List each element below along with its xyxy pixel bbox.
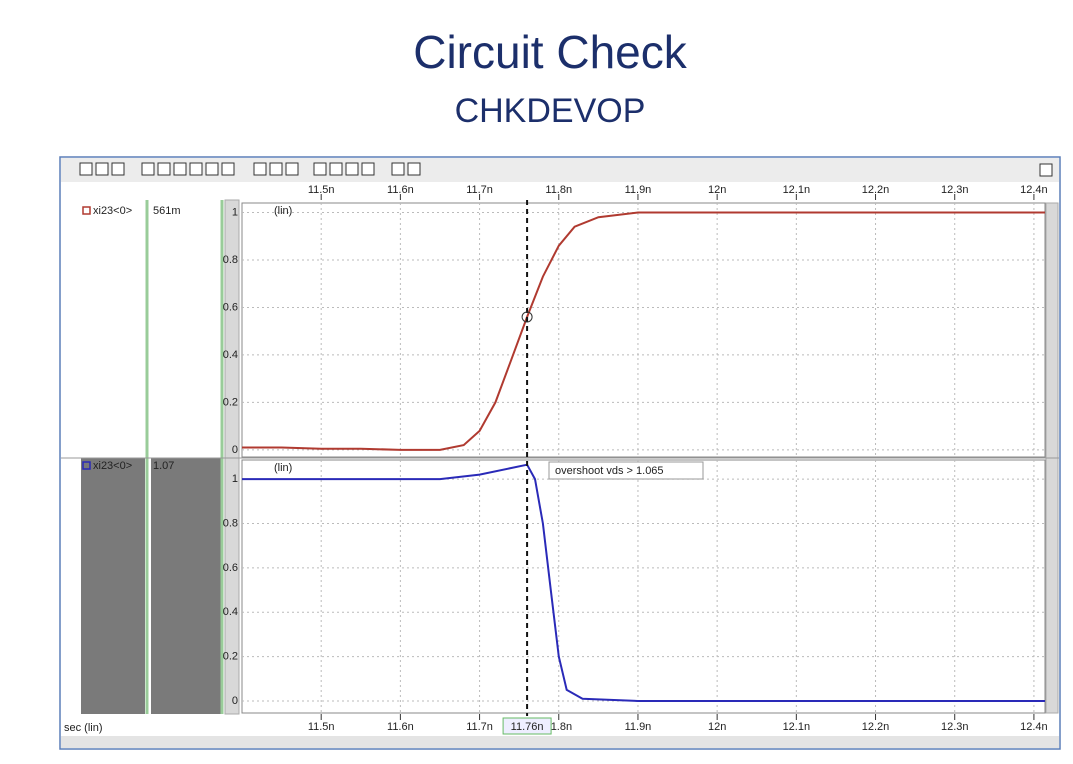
toolbar-icons[interactable]	[79, 162, 1053, 177]
x-tick-label: 11.9n	[625, 721, 652, 733]
x-tick-label: 12n	[708, 184, 726, 196]
legend-swatch	[82, 206, 91, 215]
x-tick-label: 12.4n	[1020, 184, 1048, 196]
x-tick-label: 12.3n	[941, 184, 969, 196]
annotation: overshoot vds > 1.065	[555, 465, 664, 477]
y-tick-label: 0	[232, 695, 238, 707]
y-tick-label: 0.4	[223, 349, 238, 361]
y-tick-label: 1	[232, 206, 238, 218]
y-tick-label: 1	[232, 473, 238, 485]
y-tick-label: 0.2	[223, 651, 238, 663]
plot-area	[241, 202, 1046, 458]
x-tick-label: 11.7n	[466, 184, 493, 196]
slide-subtitle: CHKDEVOP	[455, 92, 646, 130]
x-tick-label: 11.7n	[466, 721, 493, 733]
y-tick-label: 0.6	[223, 301, 238, 313]
series-line	[242, 463, 1045, 702]
x-tick-label: 12.2n	[862, 184, 890, 196]
x-tick-label: 12.4n	[1020, 721, 1048, 733]
x-tick-label: 11.8n	[545, 721, 572, 733]
x-axis-label: sec (lin)	[64, 722, 103, 734]
cursor-label: 11.76n	[511, 721, 544, 733]
x-tick-label: 12.2n	[862, 721, 890, 733]
x-tick-label: 11.5n	[308, 184, 335, 196]
series-line	[242, 211, 1045, 451]
x-tick-label: 12.1n	[783, 184, 811, 196]
annotation-box	[548, 461, 704, 480]
y-tick-label: 0.6	[223, 562, 238, 574]
cursor-readout: 561m	[153, 205, 181, 217]
y-axis-label: (lin)	[274, 205, 292, 217]
legend-name: xi23<0>	[93, 205, 132, 217]
y-tick-label: 0.2	[223, 396, 238, 408]
y-tick-label: 0.8	[223, 254, 238, 266]
scrollbar[interactable]	[61, 736, 1059, 748]
legend-swatch	[82, 461, 91, 470]
value-panel-selected	[151, 458, 221, 714]
y-tick-label: 0.4	[223, 606, 238, 618]
x-tick-label: 11.5n	[308, 721, 335, 733]
slide-title: Circuit Check	[413, 26, 688, 78]
y-tick-label: 0	[232, 444, 238, 456]
name-panel	[61, 200, 145, 458]
y-axis-label: (lin)	[274, 462, 292, 474]
scrollbar[interactable]	[224, 199, 240, 715]
x-tick-label: 12.3n	[941, 721, 969, 733]
cursor-readout: 1.07	[153, 460, 174, 472]
y-tick-label: 0.8	[223, 517, 238, 529]
plot-area	[241, 459, 1046, 714]
cursor-marker	[521, 311, 533, 323]
legend-name: xi23<0>	[93, 460, 132, 472]
x-tick-label: 11.8n	[545, 184, 572, 196]
name-panel-selected	[81, 458, 145, 714]
x-tick-label: 12n	[708, 721, 726, 733]
x-tick-label: 11.6n	[387, 184, 414, 196]
cursor-label-box	[502, 717, 552, 735]
x-tick-label: 12.1n	[783, 721, 811, 733]
x-tick-label: 11.9n	[625, 184, 652, 196]
x-tick-label: 11.6n	[387, 721, 414, 733]
